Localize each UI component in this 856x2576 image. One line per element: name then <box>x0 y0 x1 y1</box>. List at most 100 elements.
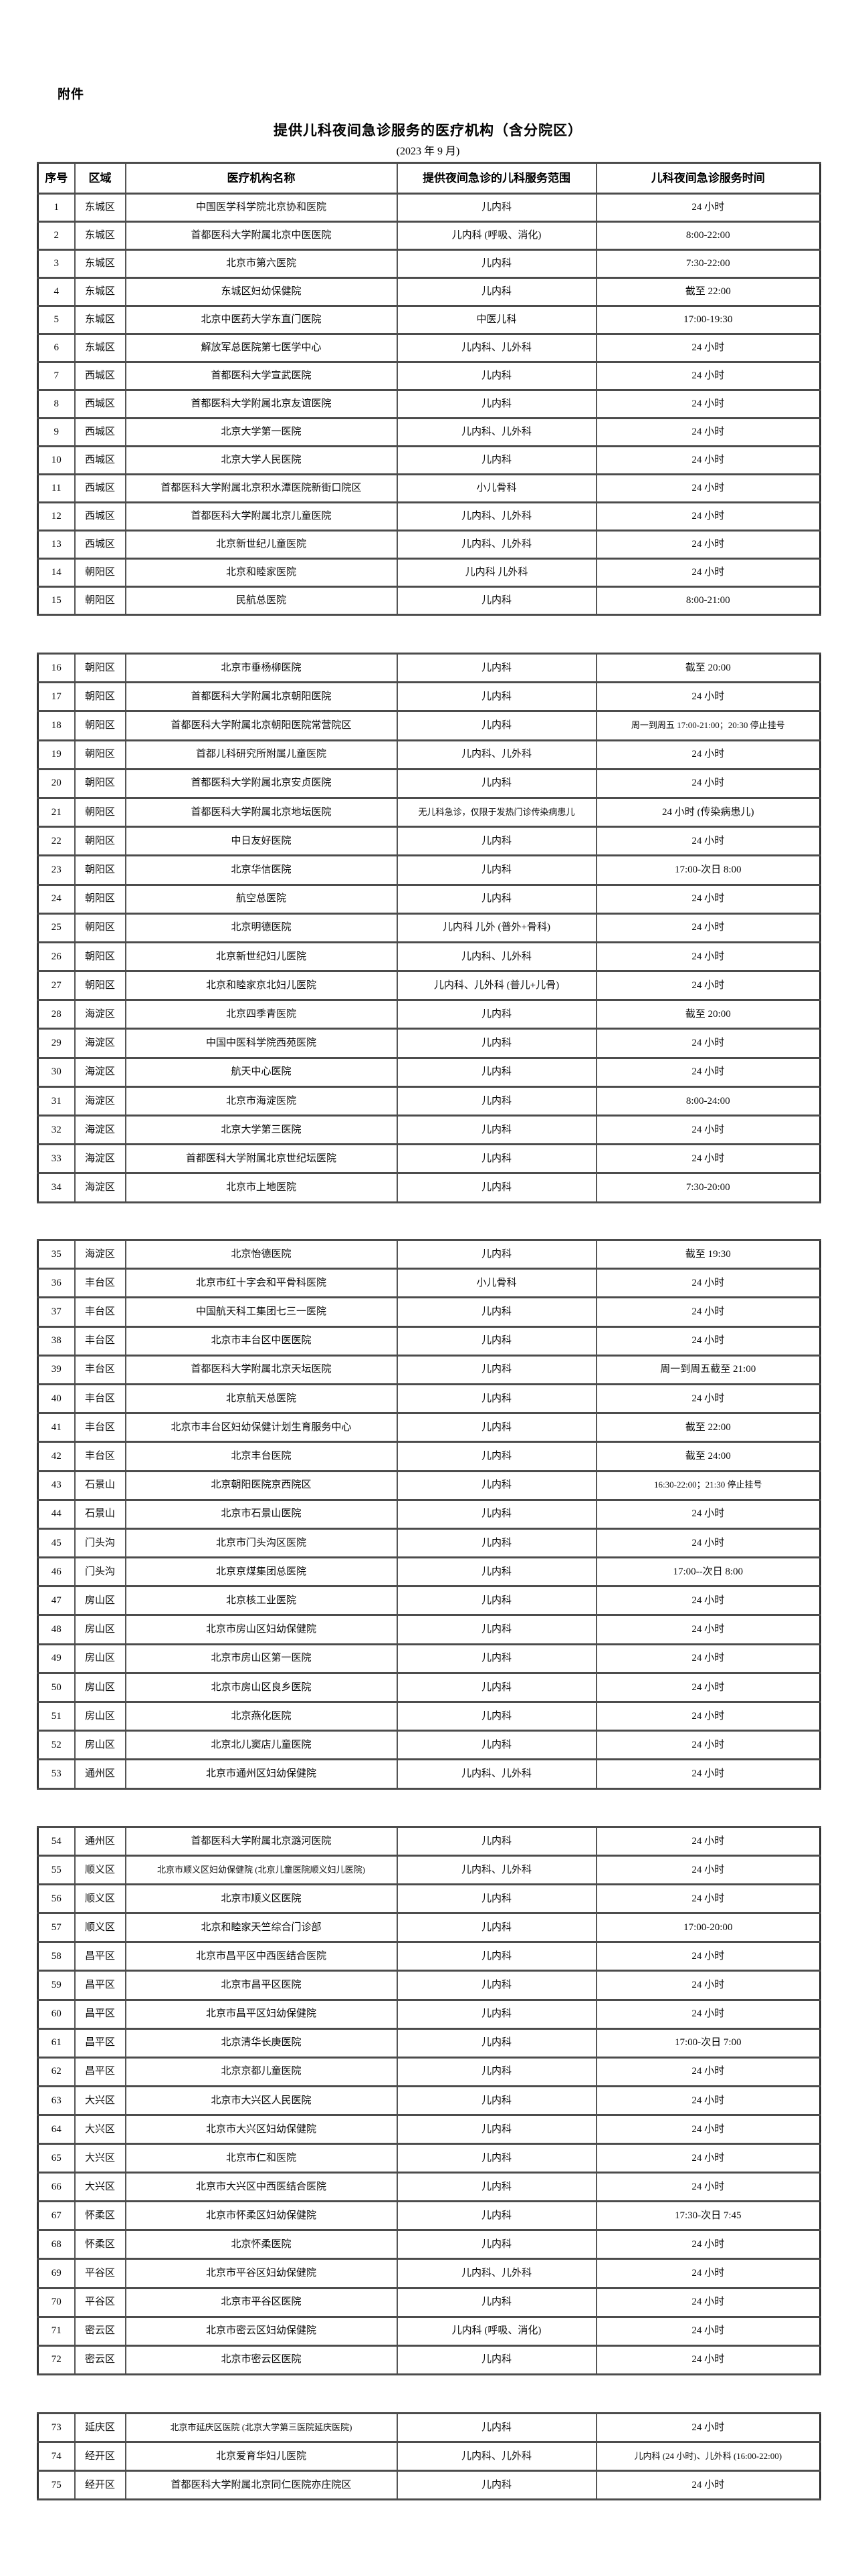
hours-cell: 24 小时 (传染病患儿) <box>595 796 821 828</box>
scope-cell: 儿内科 <box>396 1325 597 1357</box>
district-cell: 朝阳区 <box>74 970 126 1002</box>
hospital-name-cell: 北京京煤集团总医院 <box>124 1556 398 1588</box>
row-number-cell: 26 <box>37 941 76 973</box>
hospital-table-section: 54 通州区 首都医科大学附属北京潞河医院 儿内科 24 小时 55 顺义区 北京市顺义区妇幼… <box>37 1825 821 2375</box>
row-number-cell: 53 <box>37 1758 76 1790</box>
district-cell: 平谷区 <box>74 2287 126 2318</box>
row-number-cell: 43 <box>37 1470 76 1501</box>
hours-cell: 24 小时 <box>595 361 821 391</box>
district-cell: 昌平区 <box>74 1970 126 2001</box>
scope-cell: 儿内科 <box>396 2229 597 2260</box>
row-number-cell: 20 <box>37 768 76 799</box>
hospital-name-cell: 北京朝阳医院京西院区 <box>124 1470 398 1501</box>
district-cell: 东城区 <box>74 333 126 363</box>
table-row: 34 海淀区 北京市上地医院 儿内科 7:30-20:00 <box>37 1172 821 1203</box>
hours-cell: 24 小时 <box>595 1998 821 2030</box>
table-row: 19 朝阳区 首都儿科研究所附属儿童医院 儿内科、儿外科 24 小时 <box>37 739 821 770</box>
hours-cell: 24 小时 <box>595 1643 821 1674</box>
scope-cell: 儿内科 <box>396 1085 597 1117</box>
row-number-cell: 15 <box>37 586 76 616</box>
district-cell: 朝阳区 <box>74 586 126 616</box>
district-cell: 昌平区 <box>74 1941 126 1972</box>
scope-cell: 儿内科 <box>396 1056 597 1088</box>
row-number-cell: 57 <box>37 1912 76 1944</box>
hours-cell: 24 小时 <box>595 2258 821 2289</box>
row-number-cell: 39 <box>37 1354 76 1385</box>
row-number-cell: 63 <box>37 2085 76 2116</box>
scope-cell: 儿内科 <box>396 1883 597 1915</box>
hospital-name-cell: 北京怀柔医院 <box>124 2229 398 2260</box>
district-cell: 朝阳区 <box>74 558 126 588</box>
hours-cell: 24 小时 <box>595 2085 821 2116</box>
hours-cell: 截至 24:00 <box>595 1441 821 1472</box>
hospital-name-cell: 北京市大兴区人民医院 <box>124 2085 398 2116</box>
table-row: 15 朝阳区 民航总医院 儿内科 8:00-21:00 <box>37 586 821 616</box>
scope-cell: 儿内科 <box>396 361 597 391</box>
hours-cell: 7:30-22:00 <box>595 249 821 279</box>
scope-cell: 儿内科、儿外科 <box>396 530 597 560</box>
hospital-name-cell: 北京和睦家京北妇儿医院 <box>124 970 398 1002</box>
district-cell: 通州区 <box>74 1758 126 1790</box>
table-row: 23 朝阳区 北京华信医院 儿内科 17:00-次日 8:00 <box>37 854 821 886</box>
district-cell: 大兴区 <box>74 2172 126 2203</box>
table-row: 69 平谷区 北京市平谷区妇幼保健院 儿内科、儿外科 24 小时 <box>37 2258 821 2289</box>
row-number-cell: 52 <box>37 1730 76 1761</box>
hospital-name-cell: 北京市仁和医院 <box>124 2143 398 2174</box>
hours-cell: 24 小时 <box>595 941 821 973</box>
hospital-name-cell: 东城区妇幼保健院 <box>124 277 398 307</box>
scope-cell: 儿内科 <box>396 2113 597 2145</box>
hours-cell: 儿内科 (24 小时)、儿外科 (16:00-22:00) <box>595 2441 821 2472</box>
hospital-name-cell: 北京和睦家天竺综合门诊部 <box>124 1912 398 1944</box>
hospital-name-cell: 首都医科大学附属北京同仁医院亦庄院区 <box>124 2470 398 2500</box>
district-cell: 密云区 <box>74 2344 126 2375</box>
scope-cell: 儿内科 <box>396 826 597 857</box>
district-cell: 丰台区 <box>74 1383 126 1415</box>
district-cell: 门头沟 <box>74 1556 126 1588</box>
scope-cell: 儿内科 <box>396 1412 597 1443</box>
district-cell: 延庆区 <box>74 2412 126 2443</box>
hours-cell: 24 小时 <box>595 1585 821 1617</box>
table-row: 72 密云区 北京市密云区医院 儿内科 24 小时 <box>37 2344 821 2375</box>
table-row: 4 东城区 东城区妇幼保健院 儿内科 截至 22:00 <box>37 277 821 307</box>
district-cell: 平谷区 <box>74 2258 126 2289</box>
column-header: 提供夜间急诊的儿科服务范围 <box>396 162 597 195</box>
row-number-cell: 9 <box>37 417 76 447</box>
hours-cell: 24 小时 <box>595 1700 821 1732</box>
row-number-cell: 44 <box>37 1498 76 1530</box>
hospital-name-cell: 航空总医院 <box>124 883 398 915</box>
hospital-name-cell: 北京华信医院 <box>124 854 398 886</box>
district-cell: 西城区 <box>74 473 126 503</box>
scope-cell: 儿内科 <box>396 1825 597 1857</box>
hospital-name-cell: 中国医学科学院北京协和医院 <box>124 193 398 223</box>
district-cell: 东城区 <box>74 277 126 307</box>
row-number-cell: 11 <box>37 473 76 503</box>
table-row: 41 丰台区 北京市丰台区妇幼保健计划生育服务中心 儿内科 截至 22:00 <box>37 1412 821 1443</box>
scope-cell: 儿内科 <box>396 768 597 799</box>
district-cell: 朝阳区 <box>74 710 126 741</box>
row-number-cell: 24 <box>37 883 76 915</box>
hospital-name-cell: 首都医科大学附属北京安贞医院 <box>124 768 398 799</box>
hospital-name-cell: 首都医科大学附属北京朝阳医院 <box>124 681 398 713</box>
district-cell: 朝阳区 <box>74 768 126 799</box>
hours-cell: 24 小时 <box>595 912 821 943</box>
district-cell: 海淀区 <box>74 1172 126 1203</box>
hospital-name-cell: 中国航天科工集团七三一医院 <box>124 1296 398 1328</box>
hospital-name-cell: 北京明德医院 <box>124 912 398 943</box>
scope-cell: 儿内科、儿外科 <box>396 2258 597 2289</box>
district-cell: 丰台区 <box>74 1268 126 1299</box>
hours-cell: 24 小时 <box>595 1614 821 1645</box>
table-row: 48 房山区 北京市房山区妇幼保健院 儿内科 24 小时 <box>37 1614 821 1645</box>
scope-cell: 儿内科 <box>396 2412 597 2443</box>
hours-cell: 截至 22:00 <box>595 1412 821 1443</box>
hours-cell: 周一到周五截至 21:00 <box>595 1354 821 1385</box>
row-number-cell: 8 <box>37 389 76 419</box>
row-number-cell: 69 <box>37 2258 76 2289</box>
scope-cell: 儿内科 <box>396 2056 597 2087</box>
table-row: 49 房山区 北京市房山区第一医院 儿内科 24 小时 <box>37 1643 821 1674</box>
hospital-name-cell: 北京丰台医院 <box>124 1441 398 1472</box>
district-cell: 西城区 <box>74 361 126 391</box>
table-row: 3 东城区 北京市第六医院 儿内科 7:30-22:00 <box>37 249 821 279</box>
table-row: 44 石景山 北京市石景山医院 儿内科 24 小时 <box>37 1498 821 1530</box>
hours-cell: 24 小时 <box>595 530 821 560</box>
hours-cell: 24 小时 <box>595 826 821 857</box>
